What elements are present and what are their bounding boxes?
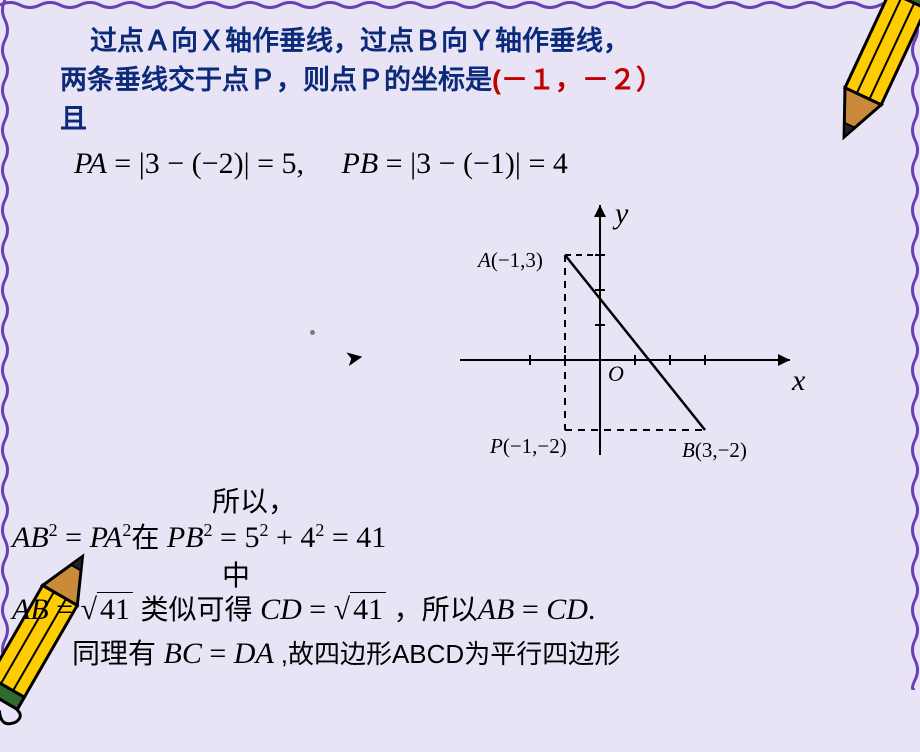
text-so: ，所以 bbox=[394, 595, 478, 626]
coordinate-graph: y x O A(−1,3) B(3,−2) P(−1,−2) bbox=[420, 195, 820, 475]
svg-text:P(−1,−2): P(−1,−2) bbox=[489, 434, 567, 458]
title-line-2: 两条垂线交于点Ｐ，则点Ｐ的坐标是(－１，－２） bbox=[60, 61, 890, 100]
stray-dot bbox=[310, 330, 315, 335]
svg-text:O: O bbox=[608, 361, 624, 386]
title-text-3: 且 bbox=[60, 104, 87, 134]
svg-text:A(−1,3): A(−1,3) bbox=[476, 248, 543, 272]
eq-ab-squared: AB2 = PA2在 PB2 = 52 + 42 = 41 bbox=[12, 516, 912, 556]
title-text-2: 两条垂线交于点Ｐ，则点Ｐ的坐标是 bbox=[60, 65, 492, 95]
text-final: ,故四边形ABCD为平行四边形 bbox=[281, 639, 620, 669]
coord-highlight: (－１，－２） bbox=[492, 65, 663, 95]
text-leisi: 类似可得 bbox=[141, 595, 253, 626]
svg-text:B(3,−2): B(3,−2) bbox=[682, 438, 747, 462]
border-top bbox=[0, 0, 920, 10]
cursor-icon: ➤ bbox=[343, 344, 366, 373]
main-content: 过点Ａ向Ｘ轴作垂线，过点Ｂ向Ｙ轴作垂线， 两条垂线交于点Ｐ，则点Ｐ的坐标是(－１… bbox=[60, 22, 890, 181]
svg-text:y: y bbox=[612, 197, 629, 230]
eq-pa: PA = |3 − (−2)| = 5, bbox=[74, 147, 304, 180]
title-line-1: 过点Ａ向Ｘ轴作垂线，过点Ｂ向Ｙ轴作垂线， bbox=[60, 22, 890, 61]
title-line-3: 且 bbox=[60, 100, 890, 139]
equation-pa-pb: PA = |3 − (−2)| = 5, PB = |3 − (−1)| = 4 bbox=[74, 147, 890, 181]
eq-final-line: 同理有 BC = DA ,故四边形ABCD为平行四边形 bbox=[72, 632, 912, 672]
lower-math-block: 所以， AB2 = PA2在 PB2 = 52 + 42 = 41 中 AB =… bbox=[12, 480, 912, 672]
title-text-1: 过点Ａ向Ｘ轴作垂线，过点Ｂ向Ｙ轴作垂线， bbox=[90, 26, 630, 56]
svg-text:x: x bbox=[791, 364, 806, 397]
text-tongli: 同理有 bbox=[72, 639, 156, 670]
eq-pb: PB = |3 − (−1)| = 4 bbox=[342, 147, 568, 180]
eq-ab-sqrt-line: AB = 41 类似可得 CD = 41 ，所以AB = CD. bbox=[12, 588, 912, 628]
text-suoyi: 所以， bbox=[212, 487, 296, 518]
